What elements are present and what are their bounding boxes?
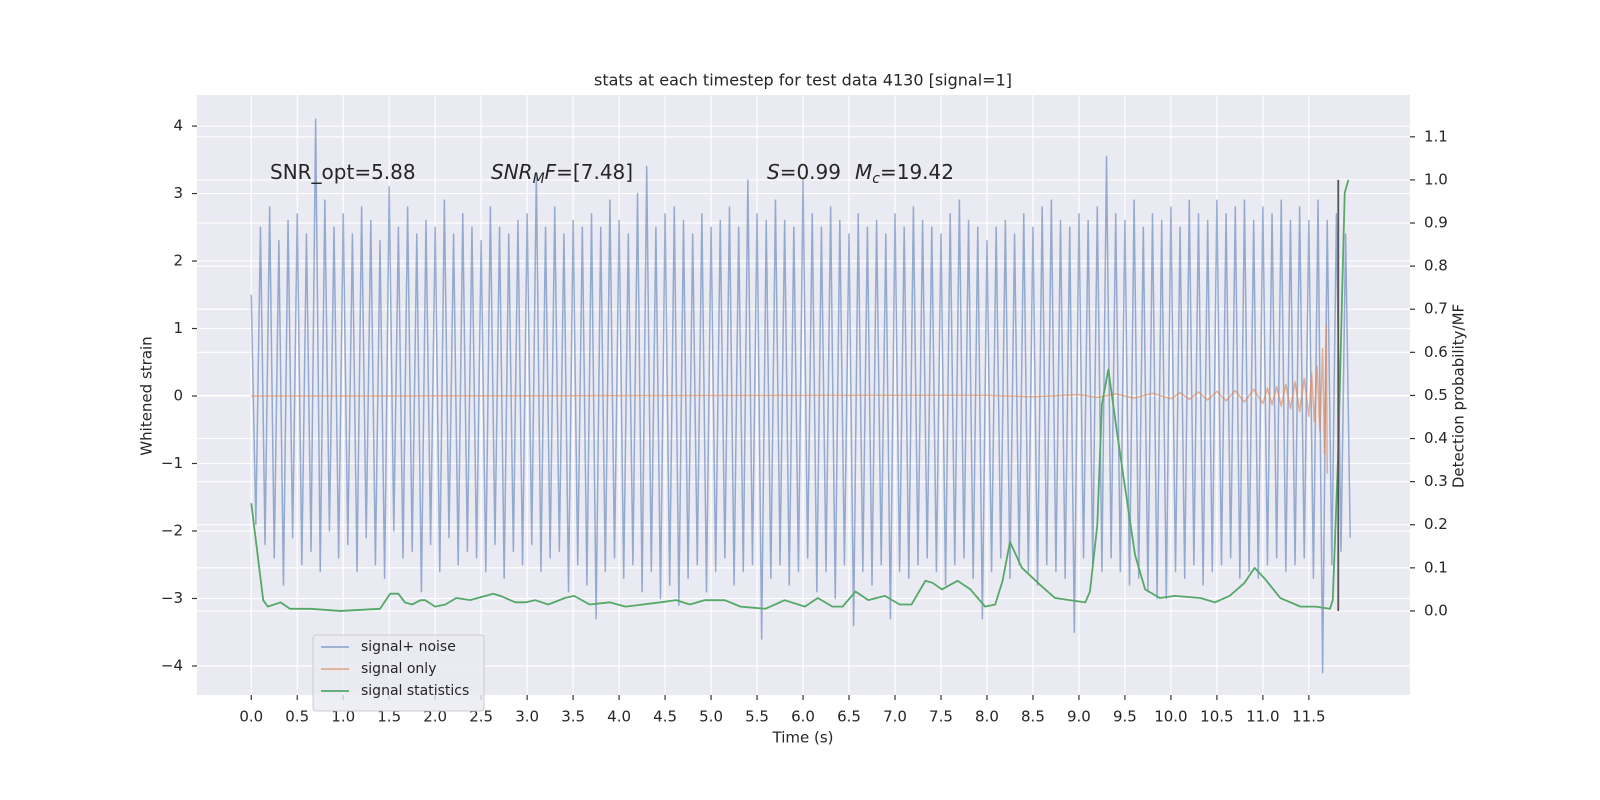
x-tick-label: 4.5 bbox=[653, 708, 677, 726]
y2-tick-label: 0.7 bbox=[1424, 300, 1448, 318]
x-tick-label: 5.5 bbox=[745, 708, 769, 726]
y-tick-label: 2 bbox=[173, 252, 183, 270]
x-tick-label: 5.0 bbox=[699, 708, 723, 726]
x-axis-label: Time (s) bbox=[772, 729, 834, 747]
y2-tick-label: 0.5 bbox=[1424, 386, 1448, 404]
y2-tick-label: 0.1 bbox=[1424, 558, 1448, 576]
annotation-part: S bbox=[767, 160, 780, 184]
y2-tick-label: 0.6 bbox=[1424, 343, 1448, 361]
x-tick-label: 1.0 bbox=[331, 708, 355, 726]
annotation-part: =[7.48] bbox=[556, 160, 633, 184]
annotation-part: =19.42 bbox=[880, 160, 954, 184]
x-tick-label: 9.5 bbox=[1113, 708, 1137, 726]
x-tick-label: 6.0 bbox=[791, 708, 815, 726]
y-tick-label: −1 bbox=[161, 454, 183, 472]
annotation: S=0.99 Mc=19.42 bbox=[767, 160, 954, 188]
y2-axis-label: Detection probability/MF bbox=[1450, 304, 1468, 488]
x-tick-label: 10.0 bbox=[1154, 708, 1187, 726]
x-tick-label: 2.0 bbox=[423, 708, 447, 726]
x-tick-label: 8.0 bbox=[975, 708, 999, 726]
x-tick-label: 7.0 bbox=[883, 708, 907, 726]
y2-tick-label: 0.3 bbox=[1424, 472, 1448, 490]
x-tick-label: 4.0 bbox=[607, 708, 631, 726]
y-axis-label: Whitened strain bbox=[138, 336, 156, 455]
y-tick-label: −4 bbox=[161, 656, 183, 674]
y2-tick-label: 0.8 bbox=[1424, 257, 1448, 275]
x-tick-label: 0.5 bbox=[285, 708, 309, 726]
y-tick-label: −3 bbox=[161, 589, 183, 607]
x-tick-label: 3.5 bbox=[561, 708, 585, 726]
annotation-part: =0.99 bbox=[780, 160, 841, 184]
x-tick-label: 11.5 bbox=[1292, 708, 1325, 726]
y-tick-label: 3 bbox=[173, 184, 183, 202]
annotation-part: c bbox=[872, 171, 880, 187]
annotation: SNRMF=[7.48] bbox=[491, 160, 633, 188]
y2-tick-label: 0.2 bbox=[1424, 515, 1448, 533]
chart-title: stats at each timestep for test data 413… bbox=[594, 71, 1012, 90]
series-line bbox=[251, 324, 1328, 474]
y-tick-label: 0 bbox=[173, 387, 183, 405]
y-tick-label: −2 bbox=[161, 521, 183, 539]
x-tick-label: 6.5 bbox=[837, 708, 861, 726]
series-line bbox=[250, 179, 1350, 612]
annotation-part: SNR bbox=[491, 160, 533, 184]
annotation-part: SNR_opt=5.88 bbox=[270, 160, 416, 184]
y2-tick-label: 1.0 bbox=[1424, 170, 1448, 188]
x-tick-label: 1.5 bbox=[377, 708, 401, 726]
y2-tick-label: 0.0 bbox=[1424, 601, 1448, 619]
annotation-part: M bbox=[533, 171, 545, 187]
y2-tick-label: 0.4 bbox=[1424, 429, 1448, 447]
x-tick-label: 3.0 bbox=[515, 708, 539, 726]
x-tick-label: 10.5 bbox=[1200, 708, 1233, 726]
annotation: SNR_opt=5.88 bbox=[270, 160, 416, 184]
x-tick-label: 2.5 bbox=[469, 708, 493, 726]
y2-tick-label: 0.9 bbox=[1424, 214, 1448, 232]
legend-label: signal only bbox=[361, 661, 436, 677]
legend-label: signal statistics bbox=[361, 683, 469, 699]
y2-tick-label: 1.1 bbox=[1424, 127, 1448, 145]
x-tick-label: 8.5 bbox=[1021, 708, 1045, 726]
x-tick-label: 9.0 bbox=[1067, 708, 1091, 726]
x-tick-label: 11.0 bbox=[1246, 708, 1279, 726]
annotation-part: M bbox=[855, 160, 872, 184]
y-tick-label: 4 bbox=[173, 117, 183, 135]
legend-label: signal+ noise bbox=[361, 639, 456, 655]
annotation-part: F bbox=[545, 160, 557, 184]
x-tick-label: 0.0 bbox=[239, 708, 263, 726]
y-tick-label: 1 bbox=[173, 319, 183, 337]
legend-box bbox=[312, 634, 485, 712]
series-line bbox=[250, 118, 1351, 674]
x-tick-label: 7.5 bbox=[929, 708, 953, 726]
